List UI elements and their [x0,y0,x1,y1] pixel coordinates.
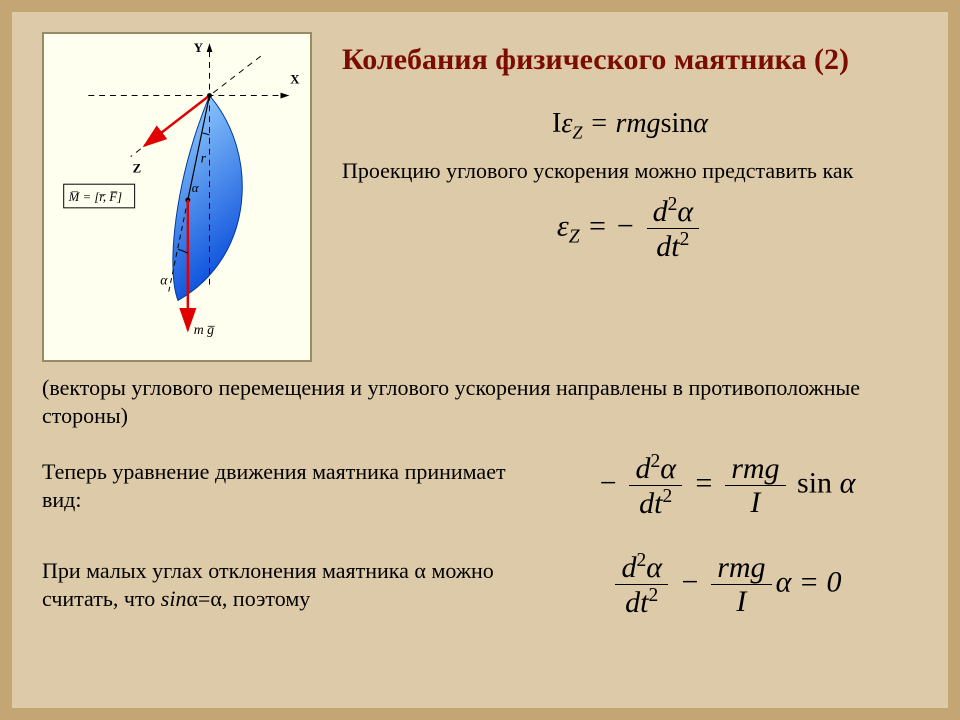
text-projection: Проекцию углового ускорения можно предст… [342,157,918,185]
top-row: X Y Z r [42,32,918,362]
pendulum-diagram: X Y Z r [44,34,310,360]
z-axis-label: Z [133,161,142,175]
text-vectors: (векторы углового перемещения и углового… [42,374,918,429]
equation-1: ΙεZ = rmgsinα [342,109,918,143]
y-axis-label: Y [194,41,203,55]
r-label: r [201,151,207,166]
moment-box-text: M̅ = [r̅, F̅] [68,190,122,204]
slide-title: Колебания физического маятника (2) [342,40,918,79]
right-column: Колебания физического маятника (2) ΙεZ =… [342,32,918,271]
equation-4: d2αdt2 − rmgIα = 0 [535,550,918,619]
row-eq3: Теперь уравнение движения маятника прини… [42,443,918,528]
slide: X Y Z r [12,12,948,708]
alpha-label-upper: α [192,181,199,195]
x-axis-label: X [290,73,300,87]
text-small-angles: При малых углах отклонения маятника α мо… [42,557,515,612]
row-eq4: При малых углах отклонения маятника α мо… [42,542,918,627]
alpha-label-lower: α [160,273,168,288]
mg-label: m g̅ [194,322,216,337]
pendulum-body [173,96,242,301]
equation-3: − d2αdt2 = rmgI sin α [535,451,918,520]
text-now: Теперь уравнение движения маятника прини… [42,458,515,513]
diagram-container: X Y Z r [42,32,312,362]
equation-2: εZ = − d2αdt2 [342,194,918,263]
